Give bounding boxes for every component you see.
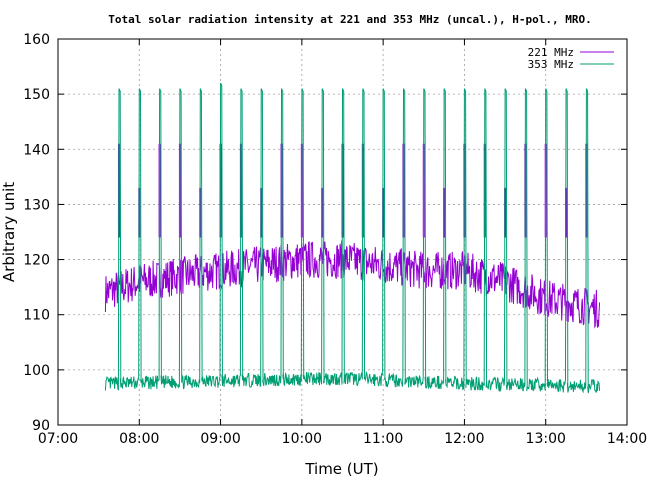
x-tick-label: 12:00: [444, 431, 484, 447]
x-axis-label: Time (UT): [304, 460, 378, 478]
x-axis: 07:00 08:00 09:00 10:00 11:00 12:00 13:00 14:00: [38, 39, 647, 447]
x-tick-label: 08:00: [119, 431, 159, 447]
x-tick-label: 14:00: [607, 431, 647, 447]
y-tick-label: 120: [23, 253, 50, 269]
series-353-line: [104, 82, 601, 394]
y-tick-label: 150: [23, 87, 50, 103]
y-tick-label: 100: [23, 363, 50, 379]
y-axis-label: Arbitrary unit: [0, 182, 18, 282]
plot-frame: [57, 38, 628, 426]
legend-label: 221 MHz: [528, 46, 574, 59]
y-tick-label: 130: [23, 197, 50, 213]
x-tick-label: 13:00: [526, 431, 566, 447]
x-tick-label: 09:00: [200, 431, 240, 447]
y-tick-label: 160: [23, 32, 50, 48]
x-tick-label: 07:00: [38, 431, 78, 447]
chart-title: Total solar radiation intensity at 221 a…: [108, 13, 591, 26]
y-tick-label: 110: [23, 308, 50, 324]
series-layer: [104, 82, 601, 394]
legend-label: 353 MHz: [528, 58, 574, 71]
y-tick-label: 140: [23, 142, 50, 158]
y-axis: 90 100 110 120 130 140 150 160: [23, 32, 627, 434]
series-221-line: [104, 240, 601, 329]
x-tick-label: 10:00: [282, 431, 322, 447]
y-tick-label: 90: [32, 418, 50, 434]
x-tick-label: 11:00: [363, 431, 403, 447]
